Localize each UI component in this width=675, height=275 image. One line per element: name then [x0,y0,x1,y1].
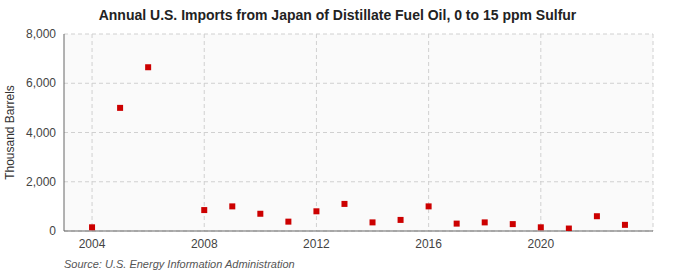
data-point [89,224,95,230]
data-point [510,221,516,227]
data-point [622,222,628,228]
data-point [426,203,432,209]
data-point [566,226,572,231]
y-grid-line [64,132,653,133]
x-grid-line [92,34,93,231]
data-point [594,213,600,219]
y-grid-line [64,34,653,35]
chart-title: Annual U.S. Imports from Japan of Distil… [99,7,577,23]
x-tick-label: 2004 [79,237,106,251]
y-grid-line [64,231,653,232]
x-tick-label: 2016 [415,237,442,251]
grid [64,34,653,231]
data-point [313,208,319,214]
data-point [538,224,544,230]
data-point [145,64,151,70]
source-note: Source: U.S. Energy Information Administ… [64,258,295,270]
y-grid-line [64,181,653,182]
x-range-end-line [653,34,654,231]
y-grid-line [64,83,653,84]
data-point [370,219,376,225]
x-tick-label: 2008 [191,237,218,251]
plot-background [64,34,653,231]
x-grid-line [540,34,541,231]
y-tick-label: 6,000 [26,76,56,90]
chart-container: Annual U.S. Imports from Japan of Distil… [0,0,675,275]
data-point [257,211,263,217]
data-point [454,221,460,227]
y-axis-line [64,34,65,231]
data-point [117,105,123,111]
x-tick-label: 2020 [527,237,554,251]
y-tick-label: 4,000 [26,126,56,140]
data-point [229,203,235,209]
y-tick-label: 0 [49,224,56,238]
x-grid-line [204,34,205,231]
x-tick-label: 2012 [303,237,330,251]
y-axis-label: Thousand Barrels [3,85,17,180]
x-grid-line [316,34,317,231]
axes: 0 2,000 4,000 6,000 8,000 2004 2008 2012 2016 202… [26,27,653,251]
data-point [285,219,291,225]
points [89,64,628,231]
y-tick-label: 8,000 [26,27,56,41]
data-point [482,219,488,225]
x-grid-line [428,34,429,231]
data-point [341,201,347,207]
x-axis-line [64,231,653,232]
data-point [398,217,404,223]
chart-svg: Annual U.S. Imports from Japan of Distil… [0,0,675,275]
data-point [201,207,207,213]
y-tick-label: 2,000 [26,175,56,189]
